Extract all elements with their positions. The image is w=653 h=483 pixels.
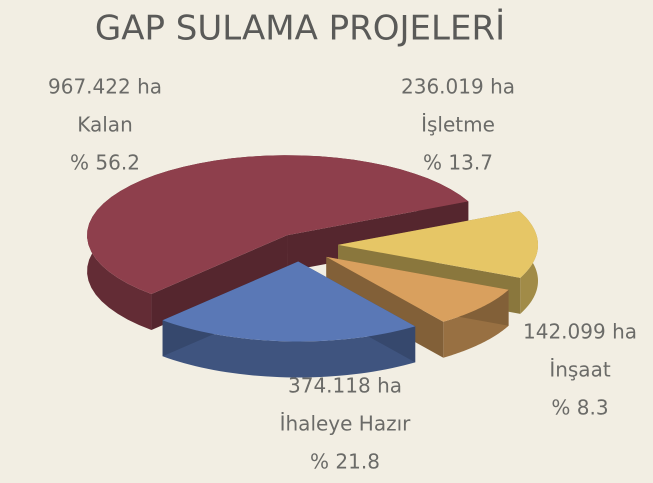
area-label: 374.118 ha — [288, 374, 402, 398]
slice — [87, 155, 469, 295]
slice — [326, 256, 509, 322]
slice — [162, 261, 416, 342]
value-label: % 8.3 — [551, 396, 608, 420]
area-label: 967.422 ha — [48, 75, 162, 99]
slice-tops — [87, 155, 538, 342]
value-label: % 13.7 — [423, 151, 493, 175]
category-label: Kalan — [77, 113, 133, 137]
slice-side — [162, 320, 416, 378]
slice-edge — [287, 201, 469, 272]
category-label: İşletme — [421, 113, 495, 137]
area-label: 236.019 ha — [401, 75, 515, 99]
value-label: % 56.2 — [70, 151, 140, 175]
category-label: İhaleye Hazır — [280, 412, 412, 436]
category-label: İnşaat — [549, 358, 611, 382]
chart-title: GAP SULAMA PROJELERİ — [95, 9, 505, 49]
value-label: % 21.8 — [310, 450, 380, 474]
area-label: 142.099 ha — [523, 320, 637, 344]
slice — [337, 211, 538, 278]
slice-edge — [151, 235, 288, 331]
